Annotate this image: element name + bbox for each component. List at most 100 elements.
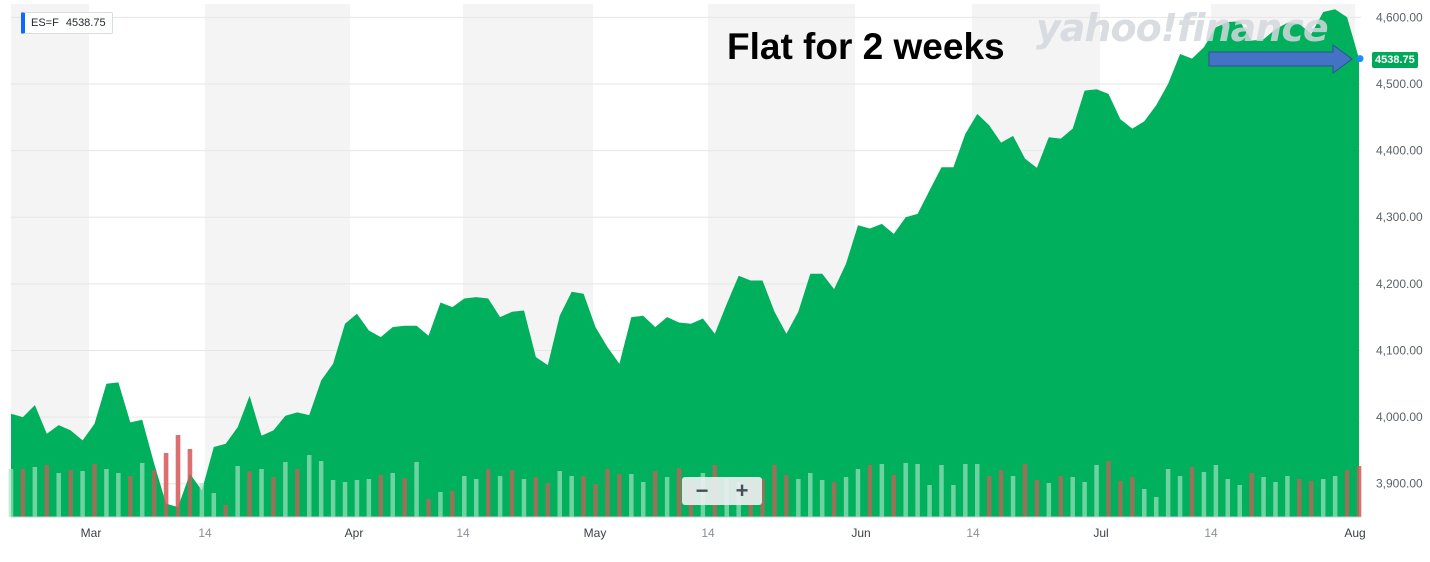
volume-bar-overlay bbox=[1058, 476, 1064, 517]
y-tick-label: 3,900.00 bbox=[1376, 477, 1423, 491]
volume-bar-overlay bbox=[1201, 472, 1207, 517]
volume-bar-overlay bbox=[1177, 476, 1183, 517]
volume-bar-overlay bbox=[629, 474, 634, 517]
annotation-arrow bbox=[1208, 44, 1353, 74]
volume-bar-overlay bbox=[1249, 473, 1254, 517]
x-tick-label: Jul bbox=[1093, 526, 1108, 540]
volume-bar-overlay bbox=[1130, 477, 1135, 517]
volume-bar-overlay bbox=[831, 482, 837, 517]
volume-bar-overlay bbox=[998, 470, 1004, 517]
volume-bar-overlay bbox=[462, 476, 467, 517]
volume-bar-overlay bbox=[259, 469, 264, 517]
volume-bar-overlay bbox=[796, 479, 801, 517]
volume-bar-overlay bbox=[8, 469, 14, 517]
volume-bar-overlay bbox=[1106, 461, 1111, 517]
yahoo-finance-watermark: yahoo!finance bbox=[1036, 6, 1329, 50]
volume-bar-overlay bbox=[1332, 476, 1338, 517]
x-tick-label: May bbox=[584, 526, 607, 540]
volume-bar-overlay bbox=[1034, 480, 1040, 517]
volume-bar-overlay bbox=[1165, 469, 1171, 517]
volume-bar-overlay bbox=[1213, 465, 1219, 517]
zoom-controls: − + bbox=[682, 477, 762, 505]
volume-bar-overlay bbox=[951, 485, 956, 517]
volume-bar-overlay bbox=[1022, 464, 1028, 517]
annotation-text: Flat for 2 weeks bbox=[727, 26, 1005, 67]
volume-bar-overlay bbox=[223, 505, 228, 517]
volume-bar-overlay bbox=[354, 480, 360, 517]
volume-bar-overlay bbox=[605, 469, 610, 517]
volume-bar-overlay bbox=[497, 476, 503, 517]
volume-bar-overlay bbox=[593, 484, 598, 517]
volume-bar-overlay bbox=[92, 464, 97, 517]
price-area bbox=[11, 9, 1359, 518]
zoom-out-button[interactable]: − bbox=[695, 478, 709, 503]
x-tick-label: Apr bbox=[345, 526, 364, 540]
volume-bar-overlay bbox=[1273, 482, 1278, 517]
volume-bar-overlay bbox=[68, 470, 73, 517]
volume-bar-overlay bbox=[187, 449, 193, 517]
volume-bar-overlay bbox=[963, 464, 968, 517]
volume-bar-overlay bbox=[533, 477, 539, 517]
volume-bar-overlay bbox=[640, 482, 646, 517]
volume-bar-overlay bbox=[1356, 466, 1362, 517]
ticker-price: 4538.75 bbox=[65, 17, 106, 29]
y-tick-label: 4,600.00 bbox=[1376, 10, 1423, 24]
volume-bar-overlay bbox=[32, 467, 38, 517]
volume-bar-overlay bbox=[986, 476, 992, 517]
volume-bar-overlay bbox=[1082, 482, 1087, 517]
volume-bar-overlay bbox=[772, 465, 777, 517]
volume-bar-overlay bbox=[1118, 481, 1123, 517]
ticker-symbol: ES=F bbox=[31, 17, 59, 29]
volume-bar-overlay bbox=[664, 477, 670, 517]
volume-bar-overlay bbox=[521, 479, 527, 517]
volume-bar-overlay bbox=[1320, 479, 1326, 517]
volume-bar-overlay bbox=[879, 464, 885, 517]
volume-bar-overlay bbox=[283, 462, 288, 517]
volume-bar-overlay bbox=[509, 470, 515, 517]
volume-bar-overlay bbox=[426, 499, 431, 517]
volume-bar-overlay bbox=[116, 473, 121, 517]
volume-bar-overlay bbox=[927, 485, 932, 517]
y-tick-label: 4,400.00 bbox=[1376, 144, 1423, 158]
volume-bar-overlay bbox=[402, 478, 407, 517]
volume-bar-overlay bbox=[20, 469, 26, 517]
x-tick-label: 14 bbox=[1204, 526, 1218, 540]
volume-bar-overlay bbox=[1094, 465, 1099, 517]
y-tick-label: 4,000.00 bbox=[1376, 410, 1423, 424]
volume-bar-overlay bbox=[235, 466, 240, 517]
zoom-in-button[interactable]: + bbox=[735, 478, 749, 503]
volume-bar-overlay bbox=[1237, 485, 1242, 517]
volume-bar-overlay bbox=[438, 492, 443, 517]
volume-bar-overlay bbox=[1344, 470, 1350, 517]
volume-bar-overlay bbox=[151, 470, 157, 517]
volume-bar-overlay bbox=[1010, 476, 1016, 517]
volume-bar-overlay bbox=[330, 480, 336, 517]
volume-bar-overlay bbox=[1225, 479, 1231, 517]
y-tick-label: 4,100.00 bbox=[1376, 343, 1423, 357]
volume-bar-overlay bbox=[199, 483, 205, 517]
volume-bar-overlay bbox=[104, 469, 109, 517]
x-tick-label: Mar bbox=[81, 526, 102, 540]
volume-bar-overlay bbox=[819, 480, 825, 517]
volume-bar-overlay bbox=[808, 473, 813, 517]
volume-bar-overlay bbox=[128, 476, 133, 517]
volume-bar-overlay bbox=[139, 463, 145, 517]
volume-bar-overlay bbox=[975, 464, 980, 517]
volume-bar-overlay bbox=[378, 475, 384, 517]
y-tick-label: 4,200.00 bbox=[1376, 277, 1423, 291]
volume-bar-overlay bbox=[80, 471, 85, 517]
x-tick-label: 14 bbox=[198, 526, 212, 540]
volume-bar-overlay bbox=[569, 476, 574, 517]
ticker-badge[interactable]: ES=F 4538.75 bbox=[21, 12, 113, 34]
volume-bar-overlay bbox=[271, 477, 276, 517]
volume-bar-overlay bbox=[473, 479, 479, 517]
volume-bar-overlay bbox=[1309, 481, 1314, 517]
volume-bar-overlay bbox=[390, 473, 395, 517]
volume-bar-overlay bbox=[581, 476, 586, 517]
volume-bar-overlay bbox=[1070, 477, 1075, 517]
volume-bar-overlay bbox=[545, 483, 551, 517]
x-tick-label: 14 bbox=[701, 526, 715, 540]
volume-bar-overlay bbox=[342, 482, 348, 517]
volume-bar-overlay bbox=[163, 453, 169, 517]
